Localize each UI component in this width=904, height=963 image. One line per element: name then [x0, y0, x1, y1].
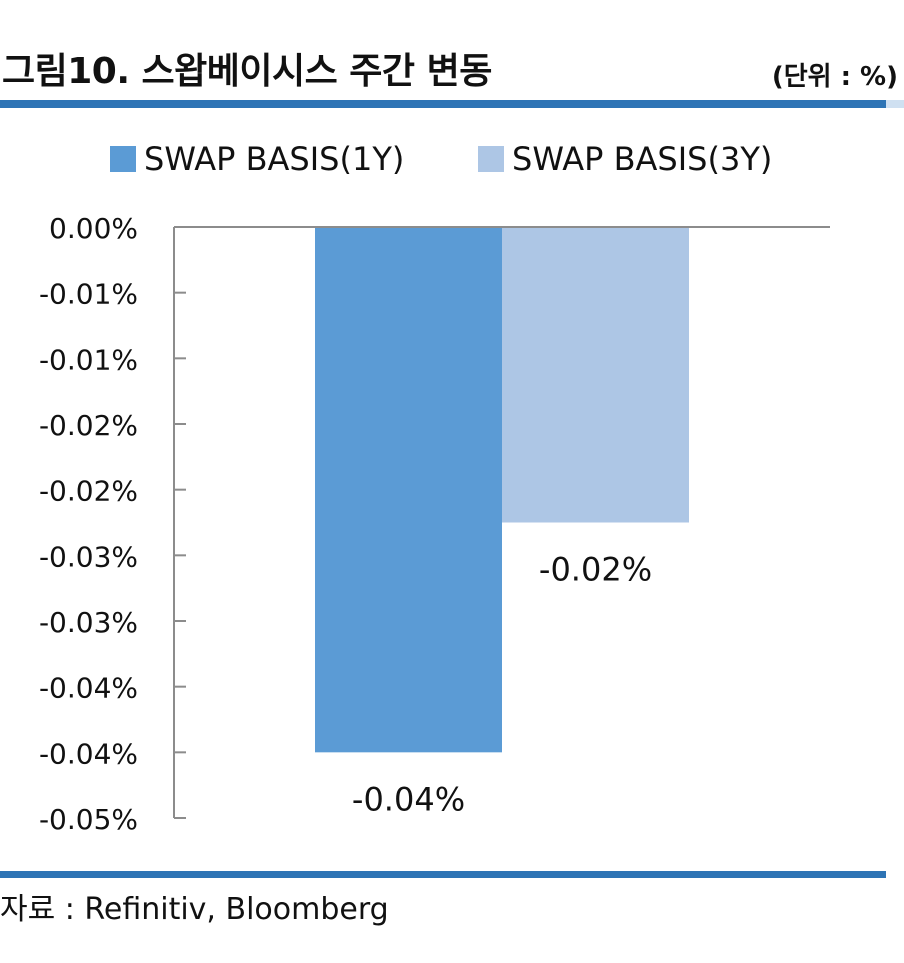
- bottom-rule: [0, 871, 886, 878]
- y-tick-label: -0.05%: [39, 803, 138, 836]
- y-tick-label: -0.02%: [39, 475, 138, 508]
- y-tick-label: -0.03%: [39, 606, 138, 639]
- chart-title: 그림10. 스왑베이시스 주간 변동: [2, 51, 492, 92]
- top-rule-tail: [886, 100, 904, 108]
- y-tick-label: -0.01%: [39, 278, 138, 311]
- legend-swatch-1y: [110, 146, 136, 172]
- data-label-3y: -0.02%: [539, 551, 652, 589]
- y-tick-label: -0.04%: [39, 737, 138, 770]
- data-label-1y: -0.04%: [352, 780, 465, 818]
- legend-swatch-3y: [478, 146, 504, 172]
- legend-label-3y: SWAP BASIS(3Y): [512, 140, 773, 178]
- y-tick-label: -0.02%: [39, 409, 138, 442]
- unit-label: (단위 : %): [771, 62, 898, 92]
- legend-item-1y: SWAP BASIS(1Y): [110, 140, 404, 178]
- y-tick-label: -0.01%: [39, 343, 138, 376]
- legend-item-3y: SWAP BASIS(3Y): [478, 140, 772, 178]
- y-tick-label: 0.00%: [49, 212, 138, 245]
- source-note: 자료 : Refinitiv, Bloomberg: [0, 892, 389, 927]
- bar-3y: [502, 227, 689, 523]
- top-rule: [0, 100, 886, 108]
- y-tick-label: -0.03%: [39, 540, 138, 573]
- y-tick-label: -0.04%: [39, 672, 138, 705]
- legend-label-1y: SWAP BASIS(1Y): [144, 140, 405, 178]
- bar-1y: [315, 227, 502, 753]
